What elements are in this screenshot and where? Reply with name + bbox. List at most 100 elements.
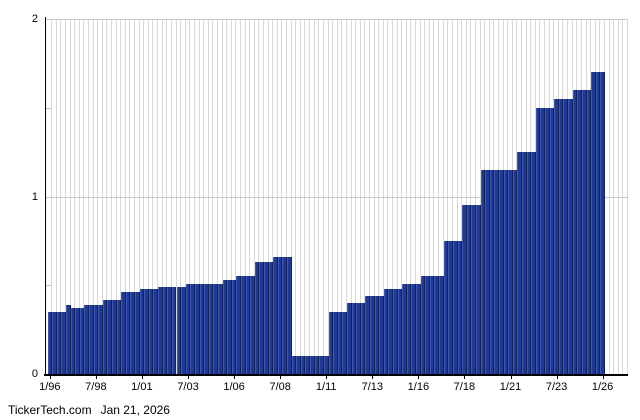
dividend-bar [581, 90, 587, 374]
dividend-bar [356, 303, 361, 374]
dividend-bar [227, 279, 232, 374]
y-axis-minor-tick [46, 285, 51, 287]
dividend-bar [545, 107, 550, 374]
dividend-bar [393, 288, 398, 374]
x-axis-label: 7/08 [269, 381, 291, 393]
x-axis-label: 1/96 [39, 381, 61, 393]
y-axis-label: 1 [31, 190, 38, 203]
dividend-bar [328, 311, 334, 374]
dividend-bar [531, 152, 536, 374]
x-axis-label: 7/03 [177, 381, 199, 393]
dividend-bar [434, 276, 440, 374]
dividend-bar [296, 356, 301, 374]
dividend-bar [342, 311, 347, 374]
dividend-bar [314, 356, 320, 374]
x-axis-line [44, 374, 628, 376]
dividend-bar [420, 276, 426, 374]
dividend-bar [259, 262, 265, 374]
x-axis-tick [95, 376, 97, 379]
x-axis-label: 7/18 [453, 381, 476, 393]
dividend-bar [125, 292, 131, 374]
dividend-bar [388, 288, 394, 374]
dividend-bar [586, 90, 592, 374]
dividend-bar [194, 283, 200, 374]
dividend-bar [429, 276, 435, 374]
dividend-bar [130, 292, 136, 374]
dividend-bar [558, 98, 564, 374]
y-axis-minor-tick [46, 107, 51, 109]
dividend-bar [231, 279, 237, 374]
dividend-bar [554, 98, 559, 374]
dividend-bar [319, 356, 324, 374]
dividend-bar [535, 107, 541, 374]
dividend-bar [379, 295, 384, 374]
dividend-bar [240, 276, 246, 374]
dividend-bar [572, 90, 578, 374]
dividend-bar [273, 256, 278, 374]
dividend-bar [291, 356, 297, 374]
dividend-bar [148, 288, 154, 374]
footer-site-label: TickerTech.com [8, 403, 92, 417]
dividend-bar [305, 356, 311, 374]
dividend-bar [563, 98, 569, 374]
x-axis-tick [188, 376, 189, 379]
dividend-bar [204, 283, 209, 374]
dividend-bar [47, 311, 53, 374]
plot-area [46, 19, 628, 374]
dividend-bar [448, 240, 453, 374]
dividend-bar [369, 295, 375, 374]
dividend-bar [300, 356, 306, 374]
dividend-bar [416, 283, 421, 374]
dividend-bar [522, 152, 527, 374]
x-axis-label: 1/01 [131, 381, 153, 393]
x-axis-tick [49, 376, 51, 379]
dividend-bar [56, 311, 62, 374]
dividend-bar [222, 279, 228, 374]
dividend-bar [323, 356, 329, 374]
dividend-bar [365, 295, 370, 374]
dividend-bar [374, 295, 380, 374]
x-axis-label: 1/16 [407, 381, 430, 393]
gridline-horizontal [46, 19, 628, 20]
dividend-bar [494, 169, 499, 374]
dividend-bar [181, 287, 186, 374]
dividend-bar [471, 205, 476, 374]
dividend-bar [452, 240, 458, 374]
dividend-bar [425, 276, 430, 374]
dividend-bar [121, 292, 126, 374]
dividend-bar [98, 304, 103, 374]
dividend-bar [540, 107, 546, 374]
dividend-bar [282, 256, 288, 374]
dividend-bar [268, 262, 274, 374]
y-axis-label: 0 [31, 368, 38, 380]
dividend-bar [277, 256, 283, 374]
dividend-bar [144, 288, 149, 374]
dividend-bar [52, 311, 57, 374]
x-axis-tick [464, 376, 466, 379]
dividend-bar [485, 169, 490, 374]
dividend-bar [199, 283, 205, 374]
dividend-bar [112, 299, 117, 374]
dividend-bar [167, 287, 172, 374]
x-axis-tick [510, 376, 512, 379]
x-axis-label: 1/11 [315, 381, 337, 393]
x-axis-label: 1/21 [499, 381, 522, 393]
dividend-bar [208, 283, 214, 374]
x-axis-tick [602, 376, 604, 379]
x-axis-tick [418, 376, 420, 379]
dividend-bar [135, 292, 140, 374]
dividend-bar [254, 262, 260, 374]
dividend-bar [190, 283, 195, 374]
dividend-bar [65, 304, 71, 374]
x-axis-label: 1/06 [223, 381, 245, 393]
dividend-bar [568, 98, 573, 374]
dividend-bar [397, 288, 403, 374]
dividend-bar [600, 72, 605, 374]
dividend-bar [310, 356, 315, 374]
dividend-bar [102, 299, 108, 374]
dividend-bar [577, 90, 582, 374]
dividend-bar [158, 287, 163, 374]
dividend-bar [185, 283, 191, 374]
dividend-bar [264, 262, 269, 374]
